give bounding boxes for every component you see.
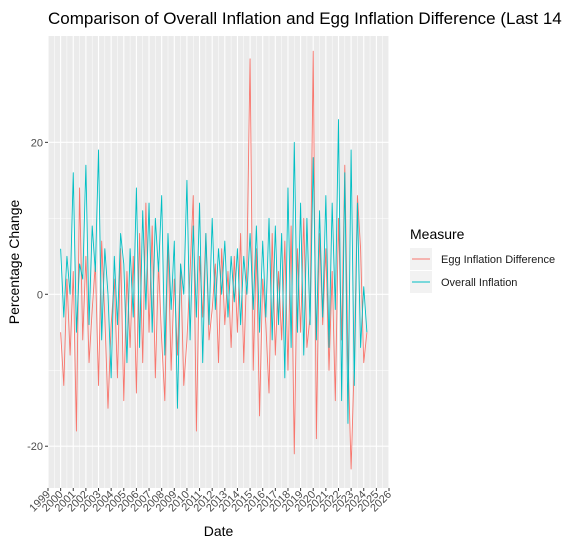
gridlines bbox=[47, 36, 390, 488]
y-axis-title: Percentage Change bbox=[6, 200, 22, 325]
legend-label-overall-inflation: Overall Inflation bbox=[441, 277, 517, 289]
y-tick-label: 0 bbox=[37, 289, 43, 301]
series-layer bbox=[60, 50, 368, 470]
legend-title: Measure bbox=[410, 226, 465, 242]
x-axis: 1999200020012002200320042005200620072008… bbox=[27, 488, 394, 514]
y-axis: -20 0 20 bbox=[27, 137, 48, 453]
legend-label-egg-inflation-difference: Egg Inflation Difference bbox=[441, 254, 555, 266]
legend: Measure Egg Inflation Difference Overall … bbox=[410, 226, 555, 293]
y-tick-label: -20 bbox=[27, 441, 43, 453]
series-line-overall-inflation bbox=[60, 119, 368, 424]
series-line-egg-inflation-difference bbox=[60, 50, 368, 470]
chart-title: Comparison of Overall Inflation and Egg … bbox=[48, 9, 562, 28]
x-axis-title: Date bbox=[204, 523, 234, 539]
y-tick-label: 20 bbox=[31, 137, 43, 149]
